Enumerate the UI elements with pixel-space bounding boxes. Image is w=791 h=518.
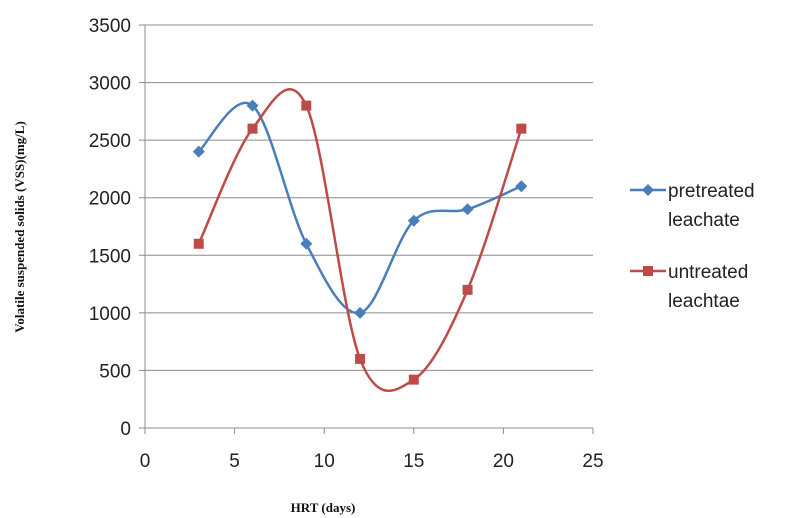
- legend-item: pretreated leachate: [630, 181, 755, 231]
- series-line: [197, 88, 523, 392]
- data-point: [407, 214, 420, 227]
- y-axis-title: Volatile suspended solids (VSS)(mg/L): [12, 121, 27, 333]
- y-tick-label: 0: [120, 419, 131, 440]
- x-axis-title: HRT (days): [291, 500, 356, 515]
- axes: [144, 25, 593, 429]
- x-tick-label: 25: [582, 451, 603, 472]
- series-1: [192, 99, 528, 319]
- y-tick-label: 1500: [89, 246, 131, 267]
- data-point: [354, 306, 367, 319]
- data-point: [192, 145, 205, 158]
- data-point: [461, 203, 474, 216]
- series: [192, 88, 528, 392]
- data-point: [300, 237, 313, 250]
- data-point: [246, 99, 259, 112]
- y-tick-label: 3000: [89, 74, 131, 95]
- legend-label: pretreated: [668, 181, 755, 202]
- data-point: [193, 238, 204, 249]
- data-point: [462, 284, 473, 295]
- x-tick-label: 10: [314, 451, 335, 472]
- data-point: [408, 374, 419, 385]
- y-tick-label: 500: [99, 361, 131, 382]
- data-point: [247, 123, 258, 134]
- y-tick-label: 2000: [89, 189, 131, 210]
- x-tick-label: 5: [229, 451, 240, 472]
- data-point: [355, 353, 366, 364]
- x-tick-labels: 0 5 10 15 20 25: [140, 451, 604, 472]
- legend-swatch-marker: [642, 184, 654, 196]
- x-tick-label: 15: [403, 451, 424, 472]
- y-tick-label: 3500: [89, 16, 131, 37]
- data-point: [301, 100, 312, 111]
- x-tick-label: 0: [140, 451, 151, 472]
- legend-label: leachate: [668, 210, 740, 231]
- legend-label: untreated: [668, 262, 748, 283]
- data-point: [516, 123, 527, 134]
- x-tick-label: 20: [493, 451, 514, 472]
- legend-swatch-marker: [643, 266, 653, 276]
- legend-label: leachtae: [668, 291, 740, 312]
- y-tick-label: 2500: [89, 131, 131, 152]
- series-2: [193, 88, 527, 392]
- data-point: [515, 180, 528, 193]
- y-tick-label: 1000: [89, 304, 131, 325]
- legend-item: untreated leachtae: [630, 262, 748, 312]
- legend: pretreated leachate untreated leachtae: [630, 181, 755, 312]
- y-tick-labels: 0 500 1000 1500 2000 2500 3000 3500: [89, 16, 131, 440]
